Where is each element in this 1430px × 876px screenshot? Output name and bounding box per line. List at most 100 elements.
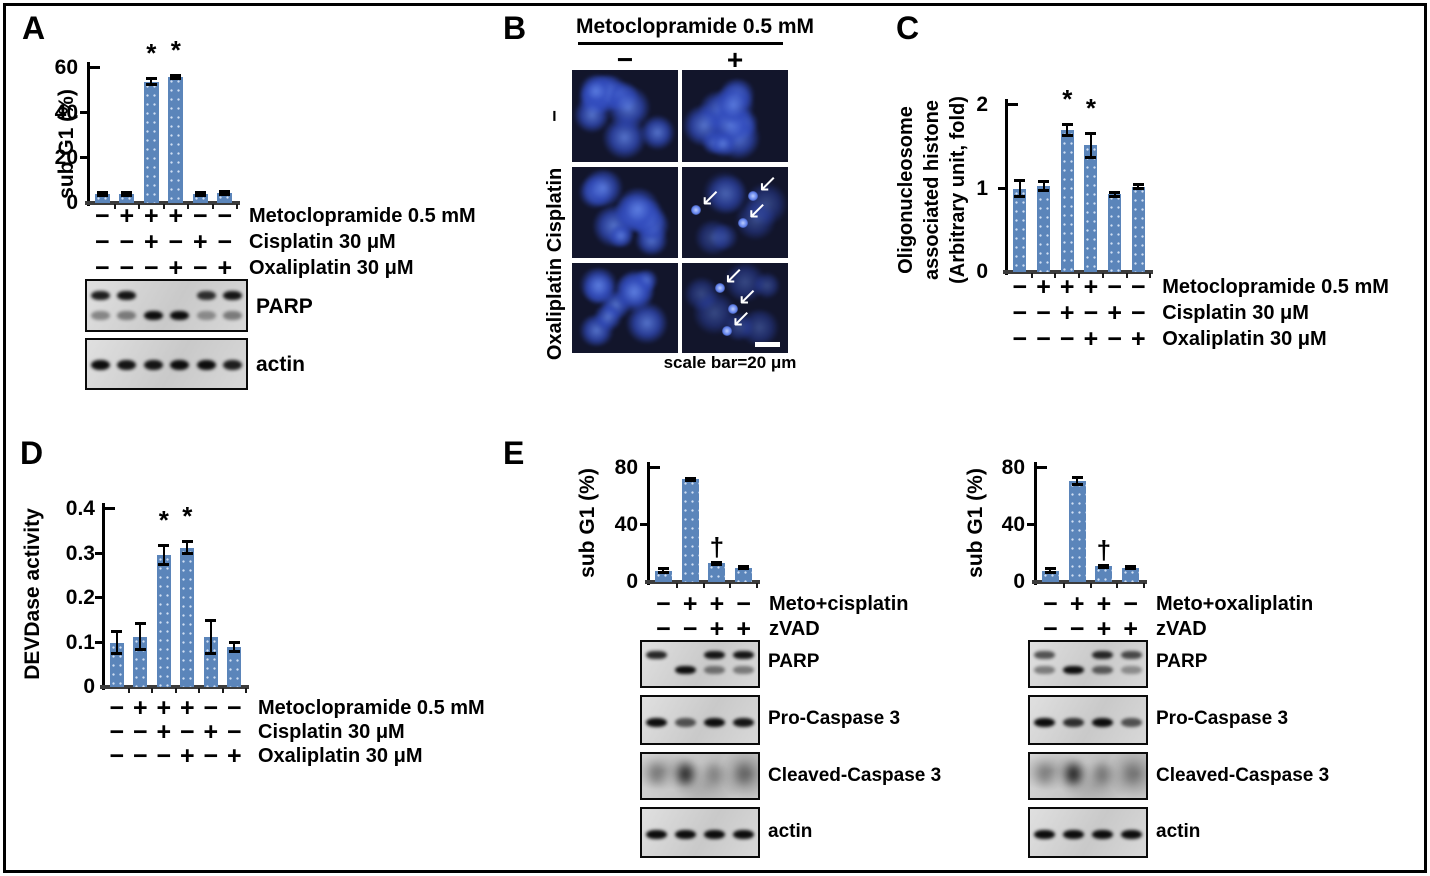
- treatment-sign: −: [1083, 299, 1099, 327]
- condensed-nucleus-dot: [728, 303, 739, 314]
- x-tick: [1054, 273, 1057, 278]
- treatment-sign: −: [203, 742, 219, 770]
- apoptosis-arrow-icon: ↙: [737, 281, 758, 310]
- x-tick: [127, 688, 130, 693]
- error-bar-cap: [711, 563, 723, 567]
- treatment-sign: +: [709, 590, 725, 618]
- protein-band: [677, 763, 694, 784]
- cell-nucleus: [753, 272, 781, 300]
- error-bar: [186, 541, 189, 555]
- treatment-sign: −: [168, 228, 184, 256]
- apoptosis-arrow-icon: ↙: [730, 304, 752, 332]
- bar: [1131, 186, 1145, 272]
- panel-c-label: C: [896, 10, 920, 46]
- panel-b-header-underline: [578, 42, 783, 45]
- treatment-sign: −: [109, 694, 125, 722]
- error-bar: [1066, 124, 1069, 136]
- error-bar-cap: [145, 82, 157, 86]
- error-bar-cap: [194, 191, 206, 195]
- actin-blot-a: [85, 338, 248, 390]
- panel-b-label: B: [503, 10, 527, 46]
- treatment-sign: −: [1043, 590, 1058, 618]
- treatment-sign: +: [682, 590, 698, 618]
- treatment-table-e-right: − + + − Meto+oxaliplatin − − + + zVAD: [1037, 590, 1313, 642]
- protein-band: [1121, 830, 1142, 840]
- error-bar-cap: [1098, 566, 1110, 570]
- treatment-sign: +: [1107, 299, 1122, 327]
- protein-band: [1063, 665, 1084, 675]
- error-bar-cap: [1109, 194, 1121, 198]
- cell-nucleus: [712, 85, 756, 125]
- error-bar-cap: [121, 193, 133, 197]
- y-tick: [998, 186, 1007, 190]
- error-bar-cap: [228, 650, 240, 654]
- error-bar-cap: [1085, 131, 1097, 135]
- cell-nucleus: [709, 130, 736, 157]
- significance-marker: *: [146, 38, 157, 69]
- error-bar: [1113, 191, 1116, 197]
- bar: [735, 567, 753, 582]
- treatment-sign: −: [1131, 299, 1146, 327]
- treatment-sign: −: [94, 254, 110, 282]
- x-tick: [162, 204, 165, 209]
- significance-marker: †: [1096, 534, 1112, 565]
- error-bar-cap: [158, 544, 170, 548]
- bar: [1095, 566, 1113, 582]
- cleaved-caspase3-blot-label-e-left: Cleaved-Caspase 3: [768, 765, 942, 786]
- error-bar-cap: [219, 190, 231, 194]
- cell-nucleus: [573, 97, 611, 133]
- error-bar-cap: [134, 622, 146, 626]
- y-tick: [80, 156, 89, 159]
- treatment-sign: −: [1036, 299, 1051, 327]
- treatment-sign: +: [179, 742, 195, 770]
- x-tick: [198, 688, 200, 693]
- error-bar-cap: [657, 570, 669, 574]
- error-bar-cap: [170, 73, 182, 77]
- y-tick-label: 0: [66, 191, 78, 214]
- treatment-sign: +: [168, 202, 184, 230]
- x-tick: [174, 688, 177, 693]
- protein-band: [1094, 763, 1111, 784]
- bar: [143, 81, 159, 203]
- treatment-sign: −: [1107, 325, 1122, 353]
- treatment-sign: +: [168, 254, 184, 282]
- treatment-label: Metoclopramide 0.5 mM: [258, 697, 485, 719]
- condensed-nucleus-dot: [721, 326, 732, 336]
- error-bar-cap: [134, 648, 146, 652]
- treatment-sign: −: [226, 718, 242, 746]
- treatment-label: Metoclopramide 0.5 mM: [1162, 276, 1389, 298]
- panel-b-row-label-control: −: [544, 110, 566, 122]
- error-bar: [209, 620, 212, 655]
- apoptosis-arrow-icon: ↙: [700, 183, 721, 212]
- treatment-table-e-left: − + + − Meto+cisplatin − − + + zVAD: [650, 590, 908, 642]
- error-bar-cap: [1132, 183, 1144, 187]
- treatment-label: Oxaliplatin 30 μM: [249, 257, 414, 279]
- micrograph-oxaliplatin-minus: [572, 263, 678, 353]
- protein-band: [1092, 830, 1113, 840]
- bar: [1068, 480, 1086, 582]
- error-bar: [139, 623, 142, 651]
- bar: [1084, 145, 1098, 272]
- protein-band: [143, 360, 163, 370]
- x-tick: [1149, 273, 1152, 278]
- parp-blot-a: [85, 279, 248, 332]
- error-bar-cap: [1071, 483, 1083, 487]
- protein-band: [648, 763, 665, 784]
- error-bar-cap: [738, 565, 750, 569]
- treatment-sign: −: [143, 254, 159, 282]
- treatment-sign: −: [736, 590, 751, 618]
- error-bar-cap: [684, 478, 696, 482]
- error-bar-cap: [145, 77, 157, 81]
- error-bar: [1018, 180, 1021, 197]
- error-bar-cap: [1061, 133, 1073, 137]
- x-axis: [645, 580, 760, 584]
- parp-blot-label-e-left: PARP: [768, 651, 820, 672]
- bar: [1041, 570, 1059, 582]
- error-bar-cap: [1014, 194, 1026, 198]
- treatment-sign: −: [1059, 325, 1075, 353]
- micrograph-oxaliplatin-plus: ↙ ↙ ↙: [682, 263, 788, 353]
- treatment-sign: +: [192, 228, 208, 256]
- protein-band: [223, 291, 243, 301]
- treatment-label: Cisplatin 30 μM: [258, 721, 405, 743]
- error-bar-cap: [1085, 155, 1097, 159]
